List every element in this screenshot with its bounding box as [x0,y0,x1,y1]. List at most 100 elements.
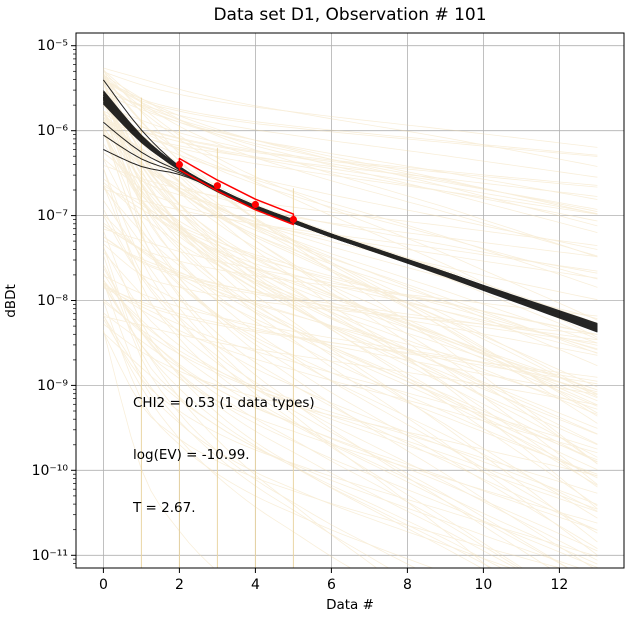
prior-sample-curve [103,264,598,568]
prior-sample-curve [103,116,598,344]
prior-sample-curve [103,131,551,568]
prior-sample-curve [103,94,598,485]
prior-sample-curve [103,283,598,454]
prior-sample-curve [103,132,598,274]
prior-sample-curve [103,115,598,471]
prior-sample-curve [103,78,598,156]
prior-sample-curve [103,79,598,227]
prior-sample-curve [103,165,598,246]
y-axis-label: dBDt [3,284,19,318]
prior-sample-curve [103,74,598,258]
prior-sample-curve [103,132,598,346]
prior-sample-curve [103,300,434,568]
prior-sample-curve [103,126,598,197]
prior-sample-curve [103,236,598,344]
prior-sample-curve [103,105,598,465]
prior-sample-curve [103,255,417,568]
prior-sample-curve [103,312,598,552]
prior-sample-curve [103,113,598,388]
prior-sample-curve [103,90,598,215]
prior-sample-curve [103,75,598,351]
prior-sample-curve [103,128,598,354]
plot-title: Data set D1, Observation # 101 [213,5,487,25]
prior-sample-curve [103,222,598,479]
prior-sample-curve [103,225,598,410]
x-tick-label: 10 [474,577,492,593]
tick-labels: 10⁻⁵ 10⁻⁶ 10⁻⁷ 10⁻⁸ 10⁻⁹ 10⁻¹⁰ 10⁻¹¹ 0 2 4 6 8 10 12 [32,38,569,593]
prior-sample-curve [103,111,598,391]
observed-error-band [178,157,295,226]
y-tick-label: 10⁻⁵ [37,38,68,54]
prior-sample-curve [103,184,598,399]
prior-sample-curve [103,75,598,417]
prior-sample-curve [103,251,569,568]
gridlines [76,33,624,568]
prior-sample-curve [103,110,598,288]
x-tick-label: 6 [327,577,336,593]
prior-sample-curve [103,67,598,167]
prior-sample-curve [103,80,598,477]
prior-sample-curve [103,332,503,568]
prior-sample-curve [103,74,598,321]
y-tick-label: 10⁻⁶ [37,123,68,139]
prior-sample-curve [103,230,483,568]
axis-ticks [71,45,560,573]
prior-sample-curve [103,131,594,568]
prior-sample-curve [103,215,598,395]
posterior-ensemble [102,79,598,333]
observed-data-point [289,215,297,224]
observed-data-point [213,182,221,190]
prior-sample-curve [103,72,598,519]
prior-sample-curve [103,71,598,148]
prior-sample-curve [103,81,598,407]
prior-sample-curve [103,184,598,505]
prior-sample-curve [103,185,598,512]
prior-sample-curve [103,125,598,396]
prior-sample-curve [103,73,598,280]
prior-sample-curve [103,214,598,393]
prior-sample-curve [103,86,598,212]
prior-sample-curve [103,267,598,531]
x-axis-label: Data # [326,597,374,613]
prior-sample-curve [103,247,598,513]
x-tick-label: 2 [175,577,184,593]
prior-sample-curve [103,329,215,568]
prior-sample-curve [103,112,598,250]
prior-sample-curve [103,75,598,531]
prior-sample-curve [103,168,524,568]
prior-sample-curve [103,98,598,463]
prior-sample-curve [103,181,598,415]
prior-sample-curve [103,281,512,568]
posterior-sample-curve [103,94,598,329]
prior-sample-curve [103,91,598,178]
y-tick-label: 10⁻⁸ [37,293,68,309]
prior-sample-curve [103,68,598,486]
posterior-sample-curve [103,94,598,330]
prior-sample-curve [103,243,598,335]
prior-sample-curve [103,287,598,450]
prior-sample-curve [103,200,491,568]
prior-sample-curve [103,121,598,215]
prior-sample-curve [103,93,598,200]
prior-sample-curve [103,119,598,488]
prior-sample-curve [103,113,598,367]
prior-sample-curve [103,127,598,543]
prior-sample-curve [103,100,598,301]
prior-sample-curve [103,119,598,222]
posterior-sample-curve [103,96,598,328]
y-tick-label: 10⁻¹¹ [32,548,68,564]
prior-sample-curve [103,134,598,556]
prior-sample-curve [103,81,598,435]
prior-sample-curve [103,187,598,462]
prior-ensemble [103,67,598,568]
prior-sample-curve [103,178,598,350]
x-tick-label: 12 [550,577,568,593]
prior-sample-curve [103,91,598,414]
annotation-log-evidence: log(EV) = -10.99. [133,447,250,463]
prior-sample-curve [103,208,598,561]
y-tick-label: 10⁻⁹ [37,378,68,394]
prior-sample-curve [103,134,598,354]
prior-sample-curve [103,96,598,510]
prior-sample-curve [103,82,598,507]
